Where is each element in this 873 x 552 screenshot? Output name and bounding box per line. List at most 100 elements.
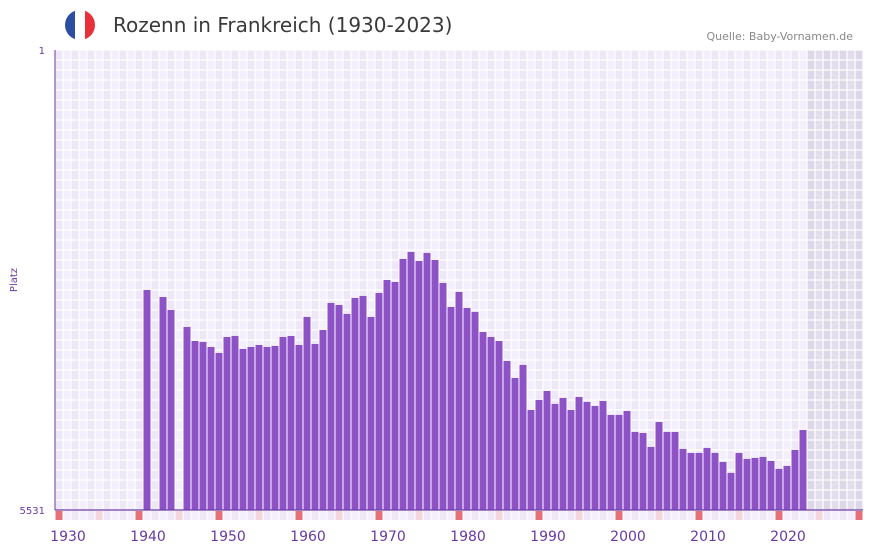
year-marker-1978 (455, 511, 463, 520)
year-marker-2005 (671, 511, 679, 520)
bar-1949 (223, 336, 231, 510)
year-marker-2024 (823, 511, 831, 520)
bar-1953 (255, 344, 263, 510)
bar-2008 (695, 452, 703, 510)
bar-1972 (407, 251, 415, 510)
bar-2000 (631, 431, 639, 510)
year-marker-1931 (79, 511, 87, 520)
year-marker-1942 (167, 511, 175, 520)
bar-2021 (799, 429, 807, 510)
bar-1947 (207, 346, 215, 510)
x-tick-label: 1960 (290, 529, 326, 545)
bar-1974 (423, 252, 431, 510)
year-marker-1945 (191, 511, 199, 520)
bar-2004 (663, 431, 671, 510)
x-tick-label: 1930 (50, 529, 86, 545)
x-tick-label: 2010 (690, 529, 726, 545)
year-marker-1991 (559, 511, 567, 520)
bar-1978 (455, 291, 463, 510)
x-tick-label: 1990 (530, 529, 566, 545)
bar-2003 (655, 421, 663, 510)
bar-1984 (503, 360, 511, 510)
bar-2013 (735, 452, 743, 510)
year-marker-2013 (735, 511, 743, 520)
bar-2011 (719, 461, 727, 510)
x-tick-label: 2000 (610, 529, 646, 545)
bar-1998 (615, 414, 623, 510)
year-marker-2000 (631, 511, 639, 520)
year-marker-1995 (591, 511, 599, 520)
bar-2014 (743, 458, 751, 510)
year-marker-1956 (279, 511, 287, 520)
bar-1996 (599, 400, 607, 510)
bar-1994 (583, 401, 591, 510)
bar-1990 (551, 403, 559, 510)
bar-1976 (439, 282, 447, 510)
year-marker-2012 (727, 511, 735, 520)
year-marker-1929 (63, 511, 71, 520)
bar-2017 (767, 460, 775, 510)
bar-1948 (215, 352, 223, 510)
year-marker-2026 (839, 511, 847, 520)
bar-1955 (271, 345, 279, 510)
x-tick-label: 1950 (210, 529, 246, 545)
year-marker-1936 (119, 511, 127, 520)
bar-1957 (287, 335, 295, 510)
bar-1982 (487, 336, 495, 510)
year-marker-1986 (519, 511, 527, 520)
bar-1951 (239, 348, 247, 510)
year-marker-1947 (207, 511, 215, 520)
year-marker-1939 (143, 511, 151, 520)
year-marker-1954 (263, 511, 271, 520)
bar-1971 (399, 258, 407, 510)
bar-1988 (535, 399, 543, 510)
bar-2015 (751, 457, 759, 510)
x-tick-label: 1940 (130, 529, 166, 545)
flag-stripe-white (75, 10, 85, 40)
year-marker-1928 (55, 511, 63, 520)
year-marker-1940 (151, 511, 159, 520)
year-marker-1937 (127, 511, 135, 520)
year-marker-1967 (367, 511, 375, 520)
bar-1959 (303, 316, 311, 510)
year-marker-1994 (583, 511, 591, 520)
france-flag-icon (65, 10, 95, 40)
year-marker-1974 (423, 511, 431, 520)
year-marker-1966 (359, 511, 367, 520)
bar-1966 (359, 295, 367, 510)
bar-2016 (759, 456, 767, 510)
bar-1991 (559, 397, 567, 510)
year-marker-1977 (447, 511, 455, 520)
bar-1963 (335, 304, 343, 510)
year-marker-1964 (343, 511, 351, 520)
year-marker-2019 (783, 511, 791, 520)
bar-1946 (199, 341, 207, 510)
bar-1977 (447, 306, 455, 510)
bar-1952 (247, 346, 255, 510)
source-label: Quelle: Baby-Vornamen.de (706, 30, 853, 43)
year-marker-1992 (567, 511, 575, 520)
year-marker-1999 (623, 511, 631, 520)
bar-1979 (463, 307, 471, 510)
y-tick-label-bottom: 5531 (20, 506, 45, 517)
year-marker-1960 (311, 511, 319, 520)
year-marker-2028 (855, 511, 863, 520)
year-marker-2017 (767, 511, 775, 520)
year-marker-2007 (687, 511, 695, 520)
year-marker-1962 (327, 511, 335, 520)
year-marker-1980 (471, 511, 479, 520)
x-tick-label: 1980 (450, 529, 486, 545)
bar-1965 (351, 297, 359, 510)
year-marker-1971 (399, 511, 407, 520)
year-marker-1952 (247, 511, 255, 520)
year-marker-1982 (487, 511, 495, 520)
year-marker-2004 (663, 511, 671, 520)
year-marker-2014 (743, 511, 751, 520)
year-marker-2021 (799, 511, 807, 520)
year-marker-1961 (319, 511, 327, 520)
bar-1970 (391, 281, 399, 510)
year-marker-1975 (431, 511, 439, 520)
bar-1981 (479, 331, 487, 510)
bar-1941 (159, 296, 167, 510)
year-marker-1948 (215, 511, 223, 520)
